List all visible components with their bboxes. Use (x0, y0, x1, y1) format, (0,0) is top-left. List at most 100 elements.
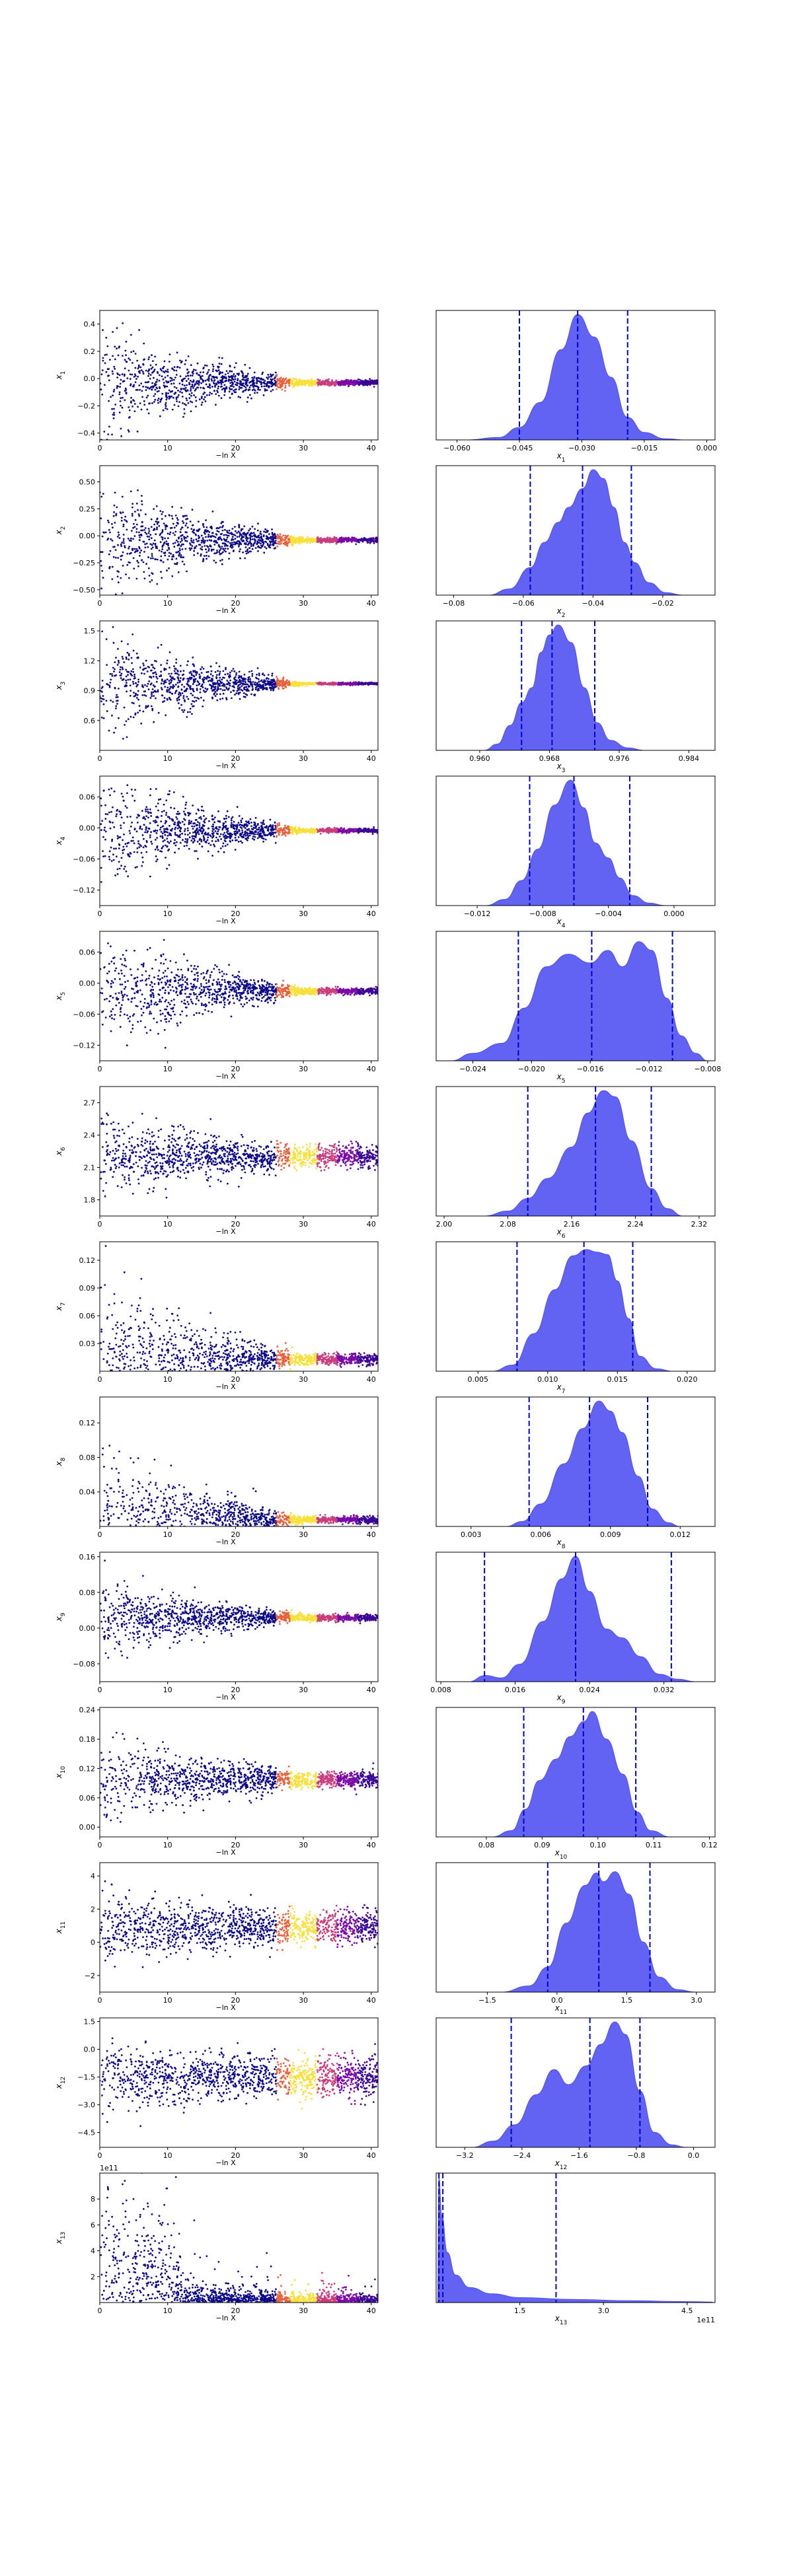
trace-x5-ylabel: x5 (54, 992, 67, 1001)
posterior-x5-xlabel: x5 (556, 1072, 566, 1085)
trace-x1-frame (99, 310, 379, 441)
trace-x5-ytick-label: −0.12 (73, 1041, 95, 1050)
posterior-x13-density (437, 2176, 713, 2303)
trace-x3-xtick-label: 30 (299, 754, 308, 763)
trace-x3-ytick-label: 0.9 (84, 687, 96, 696)
trace-x4-xlabel: −ln X (215, 917, 236, 925)
trace-x1-xtick-label: 40 (367, 444, 376, 452)
trace-x2-xtick-label: 40 (367, 599, 376, 608)
trace-x5-ytick-label: −0.06 (73, 1010, 95, 1019)
trace-x6-xlabel: −ln X (215, 1227, 236, 1236)
trace-x1-ytick-label: 0.4 (84, 320, 96, 329)
trace-x9-frame (99, 1552, 379, 1682)
trace-x10-ytick-label: 0.18 (79, 1735, 96, 1744)
posterior-x13-xtick-label: 1.5 (514, 2307, 526, 2315)
posterior-x2-xtick-label: −0.04 (582, 599, 605, 608)
trace-x11-frame (99, 1862, 379, 1993)
trace-x1-xtick-label: 0 (98, 444, 102, 452)
trace-x2-xtick-label: 10 (163, 599, 172, 608)
posterior-x9-xtick-label: 0.016 (505, 1686, 526, 1694)
posterior-x4-xtick-label: −0.004 (595, 910, 622, 918)
posterior-x12-xtick-label: −3.2 (456, 2151, 474, 2160)
trace-x2-ytick-label: 0.25 (79, 505, 96, 513)
posterior-x6: 2.00 2.08 2.16 2.24 2.32 x6 (435, 1086, 716, 1240)
posterior-x1: −0.060 −0.045 −0.030 −0.015 0.000 x1 (435, 310, 718, 464)
trace-x2-ylabel: x2 (54, 526, 67, 536)
posterior-x5-xtick-label: −0.012 (636, 1065, 663, 1073)
trace-x10-ylabel: x10 (54, 1766, 67, 1779)
trace-x12-ytick-label: 1.5 (84, 2018, 96, 2026)
trace-x5-xtick-label: 20 (231, 1065, 240, 1073)
trace-x7-ytick-label: 0.09 (79, 1284, 96, 1293)
trace-x10-xtick-label: 10 (163, 1841, 172, 1849)
trace-x4: 0 10 20 30 40 −0.12 −0.06 0.00 0.06 −ln X x4 (54, 775, 379, 925)
trace-x12-ytick-label: −3.0 (77, 2101, 95, 2110)
trace-x13-points (100, 2173, 378, 2303)
trace-x12-xtick-label: 0 (98, 2151, 102, 2160)
trace-x4-ytick-label: −0.06 (73, 855, 95, 863)
trace-x10-ytick-label: 0.06 (79, 1794, 96, 1803)
trace-x5-frame (99, 931, 379, 1061)
posterior-x6-xtick-label: 2.16 (564, 1220, 580, 1229)
posterior-x12-frame (435, 2017, 716, 2148)
trace-x5-xtick-label: 30 (299, 1065, 308, 1073)
trace-x5-points (100, 931, 378, 1049)
posterior-x1-xtick-label: 0.000 (697, 444, 718, 452)
posterior-x11-xtick-label: 0.0 (551, 1996, 563, 2005)
posterior-x12-xtick-label: −0.8 (628, 2151, 646, 2160)
posterior-x10-xtick-label: 0.10 (590, 1841, 607, 1849)
trace-x9-ylabel: x9 (54, 1612, 67, 1622)
posterior-x5-xtick-label: −0.016 (577, 1065, 604, 1073)
posterior-x4: −0.012 −0.008 −0.004 0.000 x4 (435, 775, 716, 929)
posterior-x3-xtick-label: 0.960 (469, 754, 490, 763)
trace-x12-ylabel: x12 (54, 2077, 67, 2090)
posterior-x7-xtick-label: 0.015 (607, 1375, 628, 1384)
trace-x4-xtick-label: 0 (98, 910, 102, 918)
trace-x3-xtick-label: 40 (367, 754, 376, 763)
trace-x9-xtick-label: 10 (163, 1686, 172, 1694)
trace-x13-ytick-label: 8 (91, 2195, 95, 2203)
posterior-x9-density (469, 1556, 697, 1682)
trace-x6-ytick-label: 1.8 (84, 1196, 96, 1205)
posterior-x6-xlabel: x6 (556, 1227, 566, 1240)
trace-x4-xtick-label: 40 (367, 910, 376, 918)
trace-x7-xtick-label: 30 (299, 1375, 308, 1384)
posterior-x1-xtick-label: −0.030 (568, 444, 595, 452)
posterior-x11-xtick-label: 3.0 (691, 1996, 702, 2005)
posterior-x4-density (485, 779, 666, 906)
trace-x13-ytick-label: 2 (91, 2273, 95, 2281)
posterior-x10-frame (435, 1707, 716, 1838)
trace-x3-ylabel: x3 (54, 682, 67, 691)
trace-x1-ytick-label: −0.4 (77, 429, 95, 438)
trace-x2-frame (99, 465, 379, 596)
trace-x4-points (100, 784, 378, 883)
posterior-x5-density (451, 941, 708, 1061)
trace-x12-xtick-label: 10 (163, 2151, 172, 2160)
posterior-x10: 0.08 0.09 0.10 0.11 0.12 x10 (435, 1707, 718, 1861)
trace-x1-ylabel: x1 (54, 371, 67, 380)
posterior-x13-frame (435, 2172, 716, 2303)
posterior-x10-xtick-label: 0.08 (478, 1841, 495, 1849)
trace-x8-xtick-label: 0 (98, 1530, 102, 1539)
posterior-x1-density (465, 314, 686, 440)
trace-x12-ytick-label: 0.0 (84, 2046, 96, 2054)
trace-x5-xtick-label: 40 (367, 1065, 376, 1073)
trace-x8-xtick-label: 20 (231, 1530, 240, 1539)
posterior-x13-offset-label: 1e11 (697, 2316, 715, 2324)
trace-x4-xtick-label: 10 (163, 910, 172, 918)
trace-x1-ytick-label: 0.2 (84, 347, 96, 356)
posterior-x10-xlabel: x10 (554, 1848, 568, 1861)
trace-x3-ytick-label: 1.5 (84, 627, 96, 635)
trace-x6-ytick-label: 2.4 (84, 1131, 96, 1140)
trace-x4-ytick-label: 0.00 (79, 824, 96, 832)
trace-x11: 0 10 20 30 40 −2 0 2 4 −ln X x11 (54, 1862, 379, 2012)
trace-x1-xlabel: −ln X (215, 451, 236, 460)
trace-x9-ytick-label: 0.16 (79, 1553, 96, 1561)
posterior-x6-xtick-label: 2.08 (500, 1220, 516, 1229)
trace-x13-offset-label: 1e11 (100, 2164, 118, 2172)
trace-x7-xtick-label: 40 (367, 1375, 376, 1384)
posterior-x6-xtick-label: 2.32 (691, 1220, 708, 1229)
trace-x4-ylabel: x4 (54, 836, 67, 845)
trace-x6-points (100, 1112, 378, 1199)
trace-x5-xtick-label: 10 (163, 1065, 172, 1073)
